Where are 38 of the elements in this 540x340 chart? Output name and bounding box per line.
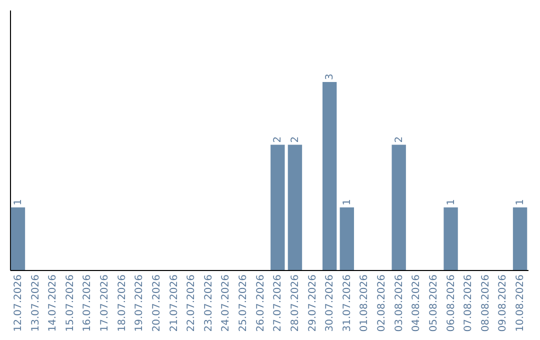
x-tick-label: 27.07.2026 [272, 274, 284, 332]
x-tick-label: 01.08.2026 [359, 274, 370, 332]
x-tick-label: 15.07.2026 [64, 274, 76, 332]
x-tick-label: 16.07.2026 [82, 274, 94, 332]
data-label: 1 [446, 198, 457, 206]
x-tick-label: 20.07.2026 [151, 274, 162, 332]
x-tick-label: 17.07.2026 [100, 274, 111, 332]
x-tick-label: 26.07.2026 [255, 274, 266, 332]
x-tick-label: 07.08.2026 [463, 274, 474, 332]
data-label: 3 [324, 74, 336, 80]
x-tick-label: 21.07.2026 [168, 274, 180, 332]
data-label: 2 [272, 136, 284, 143]
x-tick-label: 04.08.2026 [411, 274, 422, 332]
x-tick-label: 03.08.2026 [394, 274, 405, 332]
x-tick-label: 18.07.2026 [116, 274, 128, 332]
data-label: 1 [515, 198, 526, 206]
x-tick-label: 28.07.2026 [290, 274, 301, 332]
x-tick-label: 29.07.2026 [307, 274, 318, 332]
x-tick-label: 06.08.2026 [446, 274, 457, 332]
x-tick-label: 05.08.2026 [428, 274, 440, 332]
x-tick-label: 14.07.2026 [48, 274, 59, 332]
x-tick-label: 12.07.2026 [12, 274, 24, 332]
data-label: 2 [290, 136, 301, 143]
x-tick-label: 08.08.2026 [480, 274, 492, 332]
x-tick-label: 31.07.2026 [342, 274, 353, 332]
data-label: 1 [342, 198, 353, 206]
data-label: 1 [12, 198, 24, 206]
x-tick-label: 22.07.2026 [186, 274, 198, 332]
x-tick-label: 23.07.2026 [203, 274, 214, 332]
x-tick-label: 02.08.2026 [376, 274, 388, 332]
x-tick-label: 09.08.2026 [498, 274, 509, 332]
x-tick-label: 10.08.2026 [515, 274, 526, 332]
x-tick-label: 13.07.2026 [30, 274, 42, 332]
x-tick-label: 24.07.2026 [220, 274, 232, 332]
x-tick-label: 25.07.2026 [238, 274, 250, 332]
data-label: 2 [394, 136, 405, 143]
x-tick-label: 30.07.2026 [324, 274, 336, 332]
x-tick-label: 19.07.2026 [134, 274, 146, 332]
